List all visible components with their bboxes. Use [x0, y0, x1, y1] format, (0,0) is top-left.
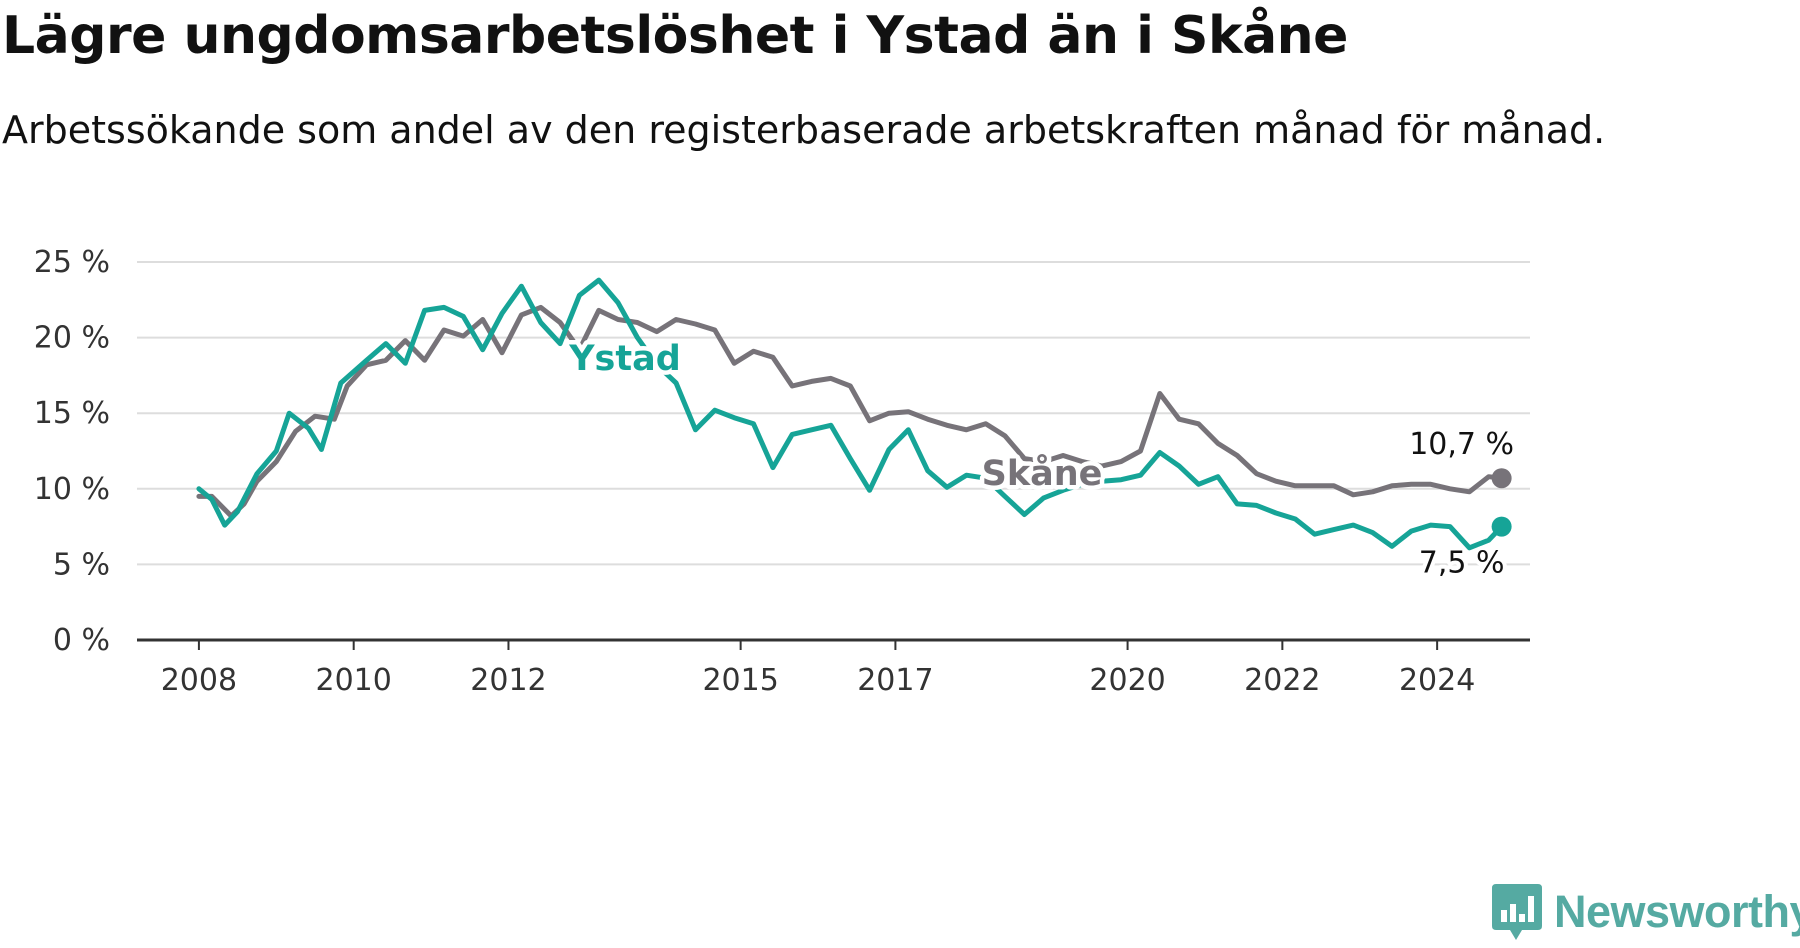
x-tick-label: 2017: [857, 663, 933, 698]
series-label-skane: Skåne: [982, 453, 1103, 494]
y-tick-label: 0 %: [53, 623, 110, 658]
line-chart: 0 %5 %10 %15 %20 %25 % 2008 2010 2012 2015 2…: [34, 245, 1530, 698]
x-tick-label: 2024: [1399, 663, 1475, 698]
series-lines: [196, 277, 1505, 551]
x-axis-ticks: 2008 2010 2012 2015 2017 2020 2022 2024: [161, 640, 1475, 698]
brand-name: Newsworthy: [1554, 886, 1800, 937]
bar-chart-bubble-icon: [1492, 884, 1542, 940]
x-tick-label: 2012: [470, 663, 546, 698]
end-label-ystad: 7,5 %: [1419, 546, 1505, 581]
end-label-skåne: 10,7 %: [1409, 427, 1514, 462]
y-tick-label: 10 %: [34, 472, 110, 507]
end-dot-skåne: [1491, 468, 1512, 489]
x-tick-label: 2015: [702, 663, 778, 698]
x-tick-label: 2020: [1089, 663, 1165, 698]
gridlines: [137, 261, 1530, 642]
series-line-skåne: [196, 304, 1505, 519]
x-tick-label: 2010: [316, 663, 392, 698]
series-line-ystad: [196, 277, 1505, 551]
chart-subtitle: Arbetssökande som andel av den registerb…: [2, 108, 1606, 152]
series-label-ystad: Ystad: [568, 339, 681, 379]
series-labels: 10,7 % 7,5 % Ystad Skåne: [564, 335, 1518, 585]
y-tick-label: 5 %: [53, 547, 110, 582]
y-tick-label: 20 %: [34, 321, 110, 356]
y-axis-ticks: 0 % 5 % 10 % 15 % 20 % 25 %: [34, 245, 110, 658]
x-tick-label: 2022: [1244, 663, 1320, 698]
x-tick-label: 2008: [161, 663, 237, 698]
y-tick-label: 15 %: [34, 396, 110, 431]
y-tick-label: 25 %: [34, 245, 110, 280]
chart-title: Lägre ungdomsarbetslöshet i Ystad än i S…: [2, 6, 1348, 66]
newsworthy-logo[interactable]: Newsworthy: [1492, 884, 1800, 940]
end-dot-ystad: [1491, 516, 1512, 537]
